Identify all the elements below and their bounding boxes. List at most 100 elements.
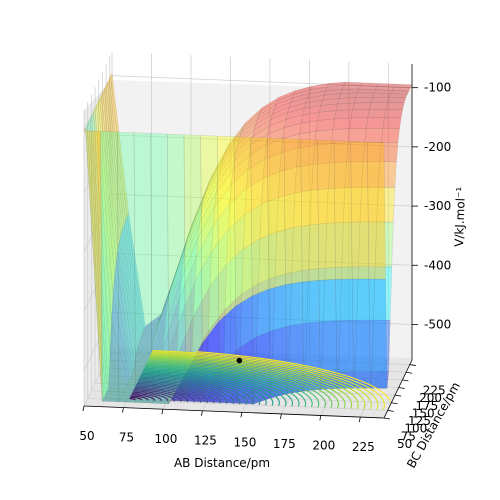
surface-patch [232, 144, 252, 172]
surface-patch [229, 169, 249, 205]
contour-line [131, 394, 156, 401]
surface-patch [117, 241, 137, 364]
surface-patch [373, 89, 393, 94]
surface-patch [106, 387, 126, 393]
z-tick-label: -200 [424, 140, 451, 154]
surface-patch [359, 187, 379, 223]
surface-patch [352, 278, 371, 389]
surface-patch [105, 391, 124, 396]
surface-patch [209, 229, 229, 287]
z-tick-label: -100 [424, 81, 451, 95]
contour-line [146, 362, 320, 408]
surface-patch [104, 84, 123, 236]
contour-line [138, 379, 234, 405]
x-tick-label: 75 [119, 431, 134, 445]
surface-patch [323, 266, 342, 322]
y-tick [394, 394, 402, 397]
x-tick-label: 175 [273, 437, 296, 451]
surface-patch [294, 164, 314, 194]
y-grid-line [98, 79, 399, 388]
surface-patch [260, 96, 280, 112]
surface-patch [151, 399, 171, 404]
surface-patch [311, 162, 330, 191]
surface-patch [269, 112, 288, 127]
surface-patch [158, 269, 178, 322]
surface-patch [279, 147, 299, 172]
surface-patch [324, 222, 344, 269]
surface-patch [385, 102, 405, 110]
surface-patch [256, 104, 276, 120]
surface-patch [219, 144, 238, 174]
surface-patch [173, 223, 193, 278]
contour-line [133, 389, 182, 402]
y-grid-line [105, 64, 407, 373]
surface-patch [176, 216, 196, 270]
surface-patch [185, 197, 205, 246]
surface-patch [194, 225, 214, 283]
surface-patch [170, 232, 190, 289]
surface-patch [306, 267, 326, 324]
surface-patch [320, 98, 340, 106]
surface-patch [358, 85, 378, 91]
surface-patch [102, 88, 122, 242]
x-tick-label: 100 [154, 432, 177, 446]
surface-patch [199, 181, 218, 224]
contour-line [141, 373, 261, 406]
surface-patch [242, 111, 261, 131]
surface-patch [226, 122, 246, 149]
y-axis-line [383, 359, 413, 419]
surface-patch [96, 100, 115, 295]
contour-line [141, 372, 267, 406]
surface-patch [309, 188, 329, 226]
surface-patch [114, 260, 134, 377]
surface-patch [126, 212, 146, 331]
surface-patch [350, 109, 370, 119]
surface-patch [305, 95, 325, 104]
surface-patch [205, 156, 225, 193]
surface-patch [214, 169, 234, 208]
surface-patch [137, 329, 157, 349]
surface-patch [379, 142, 399, 162]
surface-patch [253, 113, 273, 131]
surface-patch [300, 111, 320, 124]
surface-patch [220, 139, 240, 168]
surface-patch [85, 123, 104, 402]
surface-patch [187, 192, 206, 239]
y-grid-line [87, 102, 388, 411]
surface-patch [274, 227, 294, 278]
x-tick [319, 415, 322, 421]
contour-line [196, 351, 391, 402]
surface-patch [133, 132, 153, 404]
surface-patch [276, 90, 296, 102]
surface-patch [340, 266, 359, 321]
surface-patch [267, 119, 287, 135]
y-tick [387, 409, 394, 412]
surface-patch [333, 140, 353, 280]
y-tick-label: 175 [415, 399, 438, 413]
surface-patch [141, 316, 161, 335]
surface-patch [317, 110, 337, 121]
y-tick [402, 379, 409, 382]
surface-patch [335, 102, 355, 111]
surface-patch [179, 237, 199, 298]
surface-patch [252, 119, 272, 137]
surface-patch [369, 102, 388, 110]
surface-patch [322, 93, 341, 101]
surface-patch [325, 85, 345, 92]
surface-patch [300, 139, 320, 283]
surface-patch [341, 85, 361, 90]
surface-patch [110, 72, 129, 218]
contour-line [151, 352, 372, 410]
surface-patch [90, 113, 109, 393]
surface-patch [372, 92, 391, 98]
surface-patch [203, 398, 223, 403]
y-tick-label: 200 [419, 391, 442, 405]
surface-patch [357, 88, 376, 94]
surface-patch [223, 293, 242, 363]
surface-patch [240, 283, 259, 348]
z-tick-label: -300 [424, 199, 451, 213]
z-grid-line [83, 252, 413, 312]
surface-patch [191, 286, 211, 362]
surface-patch [227, 188, 247, 231]
surface-patch [100, 131, 120, 402]
